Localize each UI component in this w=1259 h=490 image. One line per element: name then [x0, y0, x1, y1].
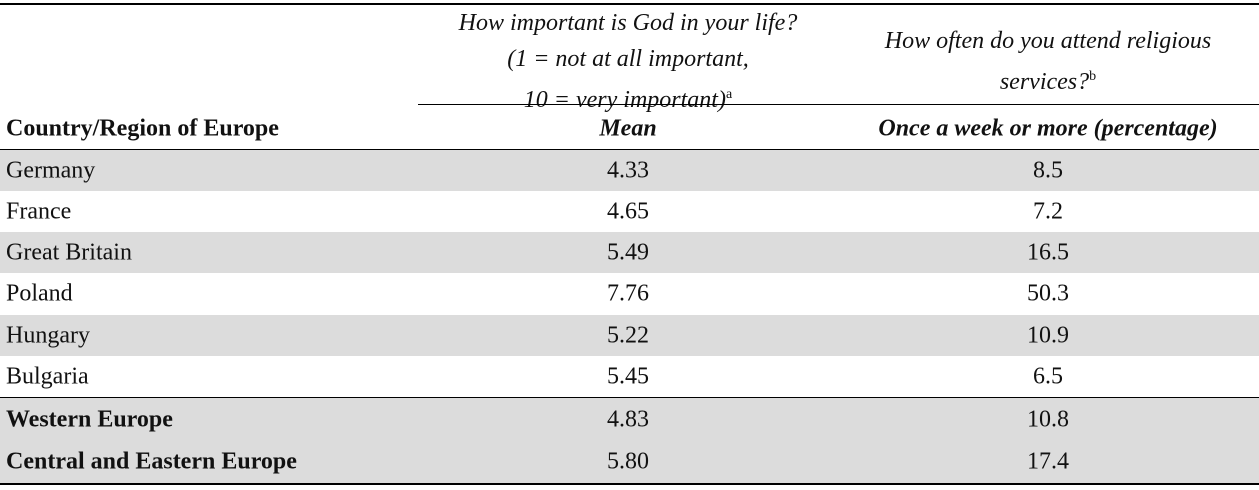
mean-value: 5.22	[607, 322, 649, 348]
country-name: Great Britain	[6, 239, 132, 265]
percentage-value: 10.8	[1027, 406, 1069, 432]
percentage-value: 17.4	[1027, 448, 1069, 475]
mean-value: 4.33	[607, 157, 649, 183]
q1-line2: (1 = not at all important,	[507, 46, 749, 72]
region-name: Western Europe	[6, 406, 173, 432]
top-rule	[0, 3, 1259, 5]
mean-value: 5.45	[607, 363, 649, 389]
table-row: Poland 7.76 50.3	[0, 273, 1259, 314]
header-bottom-rule	[0, 149, 1259, 150]
q2-line1: How often do you attend religious	[884, 28, 1212, 54]
table-row: France 4.65 7.2	[0, 191, 1259, 232]
percentage-value: 50.3	[1027, 280, 1069, 306]
header-subrule	[418, 104, 1259, 105]
summary-row: Central and Eastern Europe 5.80 17.4	[0, 441, 1259, 483]
q2-footnote-marker: b	[1089, 69, 1097, 84]
percentage-value: 6.5	[1033, 363, 1063, 389]
summary-rule	[0, 397, 1259, 398]
country-name: France	[6, 198, 72, 224]
q2-line2: services?	[999, 69, 1090, 95]
summary-row: Western Europe 4.83 10.8	[0, 398, 1259, 441]
mean-value: 5.49	[607, 239, 649, 265]
percentage-value: 8.5	[1033, 157, 1063, 183]
country-name: Hungary	[6, 322, 90, 348]
table-row: Germany 4.33 8.5	[0, 150, 1259, 191]
country-name: Bulgaria	[6, 363, 89, 389]
column-header-percentage: Once a week or more (percentage)	[878, 115, 1218, 141]
column-header-mean: Mean	[599, 115, 657, 141]
header-question-god-importance: How important is God in your life? (1 = …	[418, 5, 838, 118]
mean-value: 4.83	[607, 406, 649, 432]
q1-line3: 10 = very important)	[523, 87, 726, 113]
table-row: Hungary 5.22 10.9	[0, 315, 1259, 356]
q1-line1: How important is God in your life?	[458, 10, 798, 36]
column-header-row: Country/Region of Europe Mean Once a wee…	[0, 108, 1259, 149]
column-header-country: Country/Region of Europe	[6, 115, 279, 141]
mean-value: 5.80	[607, 448, 649, 475]
country-name: Poland	[6, 280, 73, 306]
country-name: Germany	[6, 157, 96, 183]
region-name: Central and Eastern Europe	[6, 448, 297, 475]
mean-value: 7.76	[607, 280, 649, 306]
percentage-value: 10.9	[1027, 322, 1069, 348]
percentage-value: 7.2	[1033, 198, 1063, 224]
q1-footnote-marker: a	[725, 87, 733, 102]
mean-value: 4.65	[607, 198, 649, 224]
percentage-value: 16.5	[1027, 239, 1069, 265]
table-row: Bulgaria 5.45 6.5	[0, 356, 1259, 397]
header-question-attendance: How often do you attend religious servic…	[838, 23, 1258, 100]
bottom-rule	[0, 483, 1259, 485]
table-row: Great Britain 5.49 16.5	[0, 232, 1259, 273]
